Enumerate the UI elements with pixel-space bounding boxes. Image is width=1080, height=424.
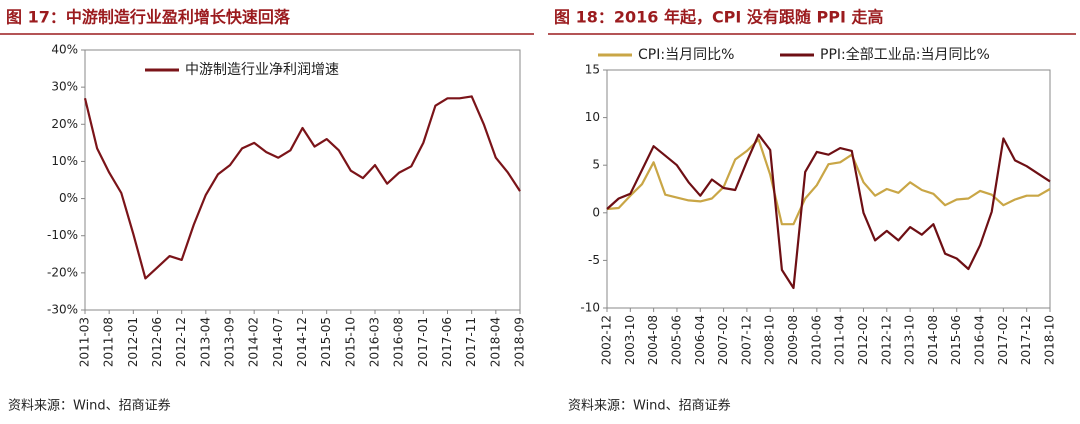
y-tick-label: 15 [585, 63, 600, 77]
x-tick-label: 2009-08 [786, 315, 800, 365]
x-tick-label: 2014-12 [295, 317, 309, 367]
y-tick-label: 30% [51, 80, 78, 94]
source-note: 资料来源：Wind、招商证券 [8, 398, 171, 414]
y-tick-label: -10% [47, 228, 78, 242]
series-line [606, 133, 1051, 290]
x-tick-label: 2017-06 [440, 317, 454, 367]
y-tick-label: 40% [51, 43, 78, 57]
legend-label: 中游制造行业净利润增速 [185, 62, 339, 78]
y-tick-label: -20% [47, 265, 78, 279]
chart-title: 图 17：中游制造行业盈利增长快速回落 [6, 8, 291, 27]
x-tick-label: 2011-08 [102, 317, 116, 367]
x-tick-label: 2007-02 [716, 315, 730, 365]
y-tick-label: 0% [59, 191, 78, 205]
x-tick-label: 2006-04 [693, 315, 707, 365]
x-tick-label: 2003-10 [623, 315, 637, 365]
x-tick-label: 2015-05 [319, 317, 333, 367]
x-tick-label: 2013-10 [903, 315, 917, 365]
x-tick-label: 2014-08 [926, 315, 940, 365]
x-tick-label: 2013-09 [223, 317, 237, 367]
x-tick-label: 2004-08 [646, 315, 660, 365]
x-tick-label: 2015-10 [343, 317, 357, 367]
y-tick-label: 0 [592, 205, 600, 219]
x-tick-label: 2014-07 [271, 317, 285, 367]
chart-title: 图 18：2016 年起，CPI 没有跟随 PPI 走高 [554, 8, 883, 27]
series-line [83, 95, 521, 280]
plot-frame [84, 49, 521, 311]
x-tick-label: 2012-06 [150, 317, 164, 367]
x-tick-label: 2008-10 [763, 315, 777, 365]
y-tick-label: 5 [592, 158, 600, 172]
x-tick-label: 2005-06 [669, 315, 683, 365]
source-note: 资料来源：Wind、招商证券 [568, 398, 731, 414]
plot-frame [606, 69, 1051, 309]
x-tick-label: 2016-03 [368, 317, 382, 367]
y-tick-label: -30% [47, 303, 78, 317]
y-tick-label: 20% [51, 117, 78, 131]
y-tick-label: -10 [580, 301, 600, 315]
x-tick-label: 2012-12 [174, 317, 188, 367]
y-tick-label: -5 [588, 253, 600, 267]
x-tick-label: 2017-02 [996, 315, 1010, 365]
x-tick-label: 2017-12 [1019, 315, 1033, 365]
x-tick-label: 2015-06 [949, 315, 963, 365]
x-tick-label: 2002-12 [600, 315, 614, 365]
x-tick-label: 2011-04 [833, 315, 847, 365]
legend-label: PPI:全部工业品:当月同比% [820, 46, 990, 63]
y-tick-label: 10% [51, 154, 78, 168]
x-tick-label: 2014-02 [247, 317, 261, 367]
x-tick-label: 2012-12 [879, 315, 893, 365]
x-tick-label: 2007-12 [739, 315, 753, 365]
x-tick-label: 2016-04 [973, 315, 987, 365]
x-tick-label: 2013-04 [198, 317, 212, 367]
x-tick-label: 2012-02 [856, 315, 870, 365]
x-tick-label: 2018-10 [1043, 315, 1057, 365]
y-tick-label: 10 [585, 110, 600, 124]
x-tick-label: 2017-01 [416, 317, 430, 367]
x-tick-label: 2017-11 [464, 317, 478, 367]
x-tick-label: 2011-03 [78, 317, 92, 367]
x-tick-label: 2012-01 [126, 317, 140, 367]
series-line [606, 138, 1051, 226]
x-tick-label: 2010-06 [809, 315, 823, 365]
x-tick-label: 2018-04 [488, 317, 502, 367]
legend-label: CPI:当月同比% [638, 47, 734, 63]
x-tick-label: 2016-08 [392, 317, 406, 367]
x-tick-label: 2018-09 [513, 317, 527, 367]
